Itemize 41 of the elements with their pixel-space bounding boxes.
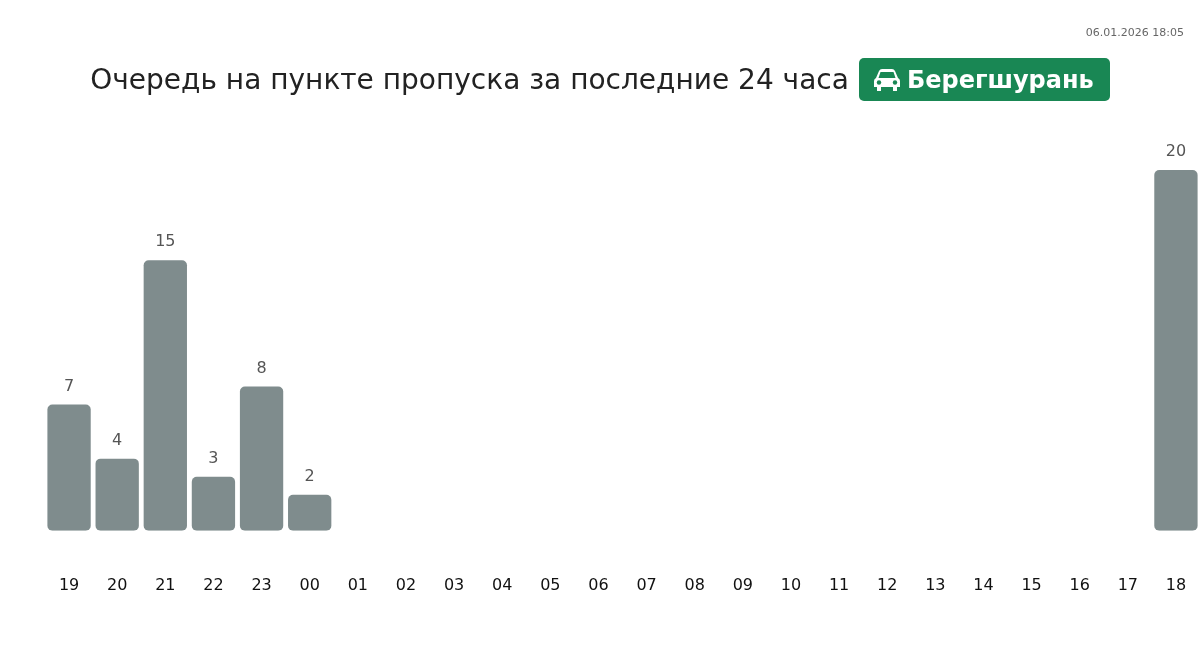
x-tick-label: 01 bbox=[347, 574, 368, 594]
x-tick-label: 18 bbox=[1165, 574, 1187, 594]
bar bbox=[239, 386, 284, 531]
x-tick-label: 19 bbox=[58, 574, 80, 594]
x-tick-label: 04 bbox=[492, 574, 513, 594]
x-tick-label: 09 bbox=[732, 574, 753, 594]
data-label: 20 bbox=[1165, 141, 1187, 161]
x-tick-label: 00 bbox=[299, 574, 320, 594]
x-tick-label: 03 bbox=[443, 574, 465, 594]
data-label: 2 bbox=[304, 465, 315, 485]
x-tick-label: 16 bbox=[1069, 574, 1090, 594]
bar bbox=[288, 494, 332, 531]
x-tick-label: 14 bbox=[973, 574, 994, 594]
x-tick-label: 17 bbox=[1117, 574, 1138, 594]
data-label: 7 bbox=[63, 375, 75, 395]
x-tick-label: 08 bbox=[684, 574, 705, 594]
bar bbox=[95, 458, 139, 531]
x-tick-label: 12 bbox=[877, 574, 898, 594]
bar bbox=[1154, 170, 1198, 531]
data-label: 15 bbox=[155, 231, 176, 251]
x-tick-label: 07 bbox=[636, 574, 657, 594]
x-tick-label: 15 bbox=[1021, 574, 1042, 594]
x-tick-label: 23 bbox=[251, 574, 272, 594]
x-tick-label: 06 bbox=[588, 574, 609, 594]
x-tick-label: 02 bbox=[395, 574, 417, 594]
data-label: 4 bbox=[112, 429, 123, 449]
x-tick-label: 11 bbox=[828, 574, 850, 594]
chart-title: Очередь на пункте пропуска за последние 24 часа bbox=[90, 63, 849, 96]
x-tick-label: 10 bbox=[780, 574, 802, 594]
x-tick-label: 20 bbox=[107, 574, 128, 594]
x-tick-label: 05 bbox=[540, 574, 561, 594]
bar bbox=[191, 476, 236, 531]
x-tick-label: 13 bbox=[925, 574, 946, 594]
data-label: 8 bbox=[256, 357, 267, 377]
data-label: 3 bbox=[208, 447, 219, 467]
text: 06.01.2026 18:05 bbox=[1085, 26, 1184, 39]
x-tick-label: 21 bbox=[155, 574, 176, 594]
bar bbox=[143, 260, 187, 531]
x-tick-label: 22 bbox=[203, 574, 224, 594]
bar bbox=[47, 404, 91, 531]
chart-subtitle: Берегшурань bbox=[906, 65, 1094, 94]
